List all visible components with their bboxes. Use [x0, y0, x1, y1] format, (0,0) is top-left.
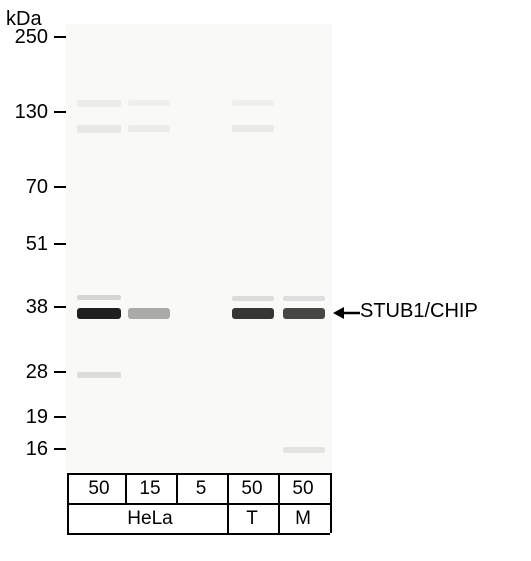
y-tick-label: 19 — [4, 406, 48, 429]
y-tick-mark — [54, 371, 66, 373]
y-tick-label: 16 — [4, 438, 48, 461]
blot-membrane — [66, 24, 332, 472]
lane-load-label: 50 — [278, 478, 328, 500]
y-tick-mark — [54, 111, 66, 113]
faint-band — [77, 372, 121, 378]
faint-band — [232, 125, 274, 132]
protein-band — [77, 308, 121, 319]
y-tick-mark — [54, 448, 66, 450]
faint-band — [232, 100, 274, 106]
y-tick-mark — [54, 36, 66, 38]
y-tick-label: 70 — [4, 176, 48, 199]
blot-figure: kDa 250130705138281916 STUB1/CHIP 501555… — [0, 0, 531, 561]
y-tick-label: 28 — [4, 361, 48, 384]
lane-load-label: 50 — [74, 478, 124, 500]
table-vline — [330, 503, 332, 533]
faint-band — [77, 295, 121, 300]
lane-load-label: 5 — [176, 478, 226, 500]
faint-band — [128, 100, 170, 106]
sample-group-label: HeLa — [74, 508, 226, 530]
table-vline — [67, 503, 69, 533]
protein-band — [128, 308, 170, 319]
protein-label: STUB1/CHIP — [360, 300, 478, 323]
table-vline — [330, 473, 332, 503]
lane-load-label: 15 — [125, 478, 175, 500]
protein-band — [283, 308, 325, 319]
faint-band — [283, 447, 325, 453]
faint-band — [77, 100, 121, 107]
y-tick-label: 51 — [4, 233, 48, 256]
y-tick-mark — [54, 186, 66, 188]
lane-load-label: 50 — [227, 478, 277, 500]
faint-band — [128, 125, 170, 132]
faint-band — [232, 296, 274, 301]
table-hline — [67, 503, 330, 505]
protein-band — [232, 308, 274, 319]
sample-group-label: M — [278, 508, 328, 530]
table-hline — [67, 533, 330, 535]
y-tick-label: 130 — [4, 101, 48, 124]
sample-group-label: T — [227, 508, 277, 530]
y-tick-mark — [54, 243, 66, 245]
y-tick-mark — [54, 416, 66, 418]
y-tick-label: 250 — [4, 26, 48, 49]
table-vline — [67, 473, 69, 503]
y-tick-mark — [54, 306, 66, 308]
faint-band — [77, 125, 121, 133]
faint-band — [283, 296, 325, 301]
table-hline — [67, 473, 330, 475]
protein-arrow — [333, 304, 361, 327]
y-tick-label: 38 — [4, 296, 48, 319]
